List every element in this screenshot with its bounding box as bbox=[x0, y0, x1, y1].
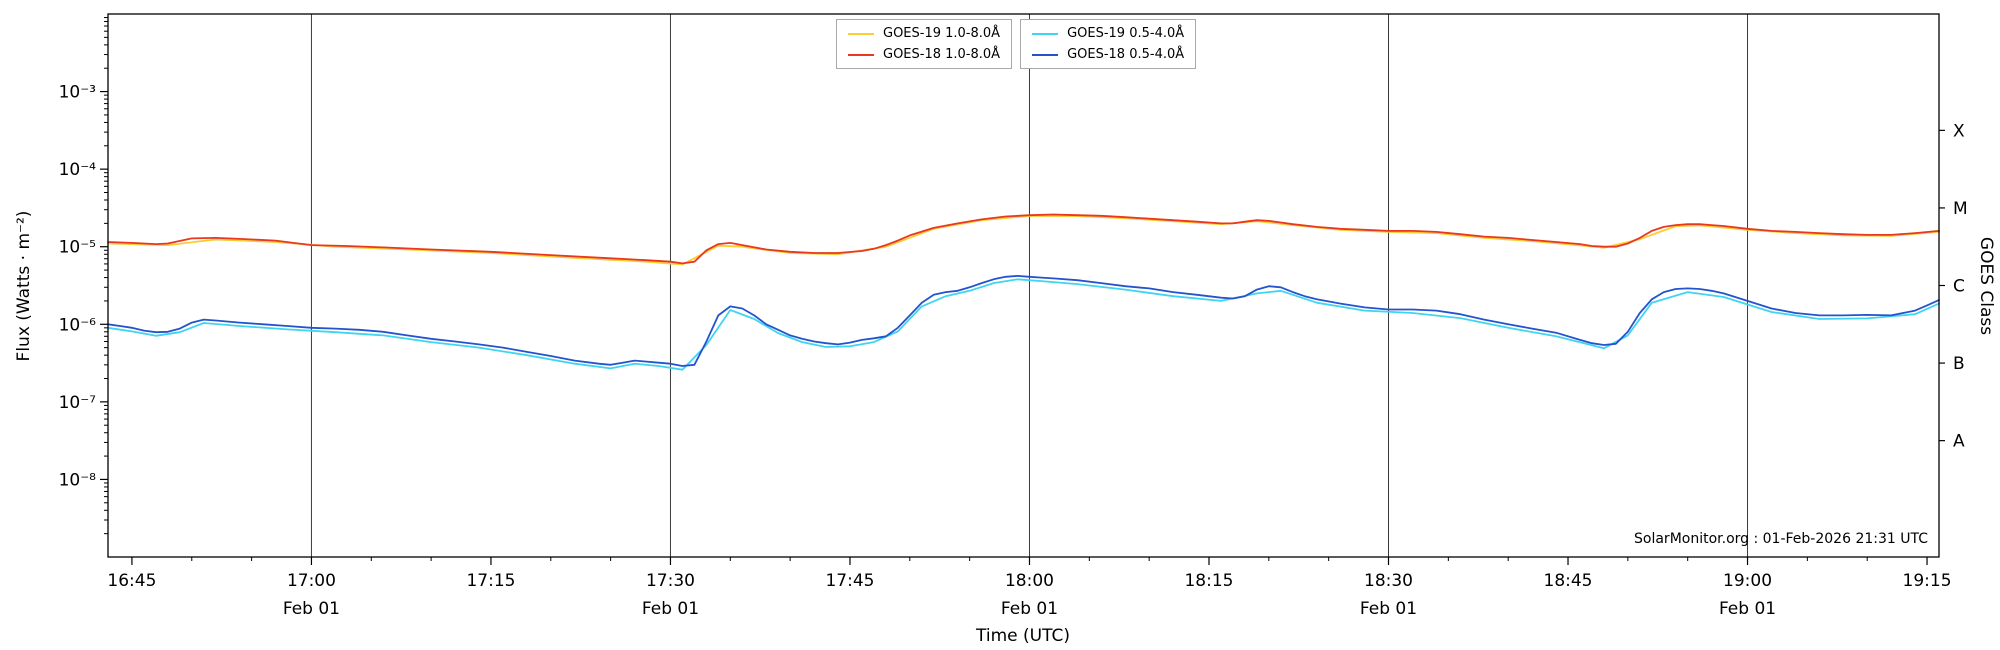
legend: GOES-19 1.0-8.0Å GOES-18 1.0-8.0Å GOES-19 … bbox=[836, 19, 1197, 69]
legend-label: GOES-18 1.0-8.0Å bbox=[883, 47, 1001, 62]
y-tick-label: 10⁻⁸ bbox=[59, 470, 97, 490]
series-line-GOES-18 1.0-8.0Å bbox=[107, 213, 1940, 265]
x-axis-label: Time (UTC) bbox=[976, 626, 1070, 646]
x-tick-label: 17:15 bbox=[466, 571, 515, 591]
x-tick-label: 19:15 bbox=[1903, 571, 1952, 591]
y-tick-label: 10⁻⁵ bbox=[59, 238, 96, 258]
legend-label: GOES-19 0.5-4.0Å bbox=[1067, 26, 1185, 41]
legend-line-swatch bbox=[848, 32, 874, 35]
y-axis-right-label: GOES Class bbox=[1976, 236, 1996, 336]
x-tick-label: 17:30 bbox=[646, 571, 695, 591]
x-tick-label: 17:45 bbox=[825, 571, 874, 591]
legend-label: GOES-18 0.5-4.0Å bbox=[1067, 47, 1185, 62]
legend-entry: GOES-19 0.5-4.0Å bbox=[1032, 26, 1184, 41]
x-tick-label: 18:00 bbox=[1005, 571, 1054, 591]
y-tick-label: 10⁻⁶ bbox=[59, 315, 97, 335]
goes-class-label: A bbox=[1953, 432, 1965, 452]
legend-box: GOES-19 1.0-8.0Å GOES-18 1.0-8.0Å bbox=[836, 19, 1013, 69]
x-tick-label: 19:00 bbox=[1723, 571, 1772, 591]
x-tick-date-label: Feb 01 bbox=[1719, 599, 1776, 619]
x-tick-label: 18:45 bbox=[1544, 571, 1593, 591]
legend-box: GOES-19 0.5-4.0Å GOES-18 0.5-4.0Å bbox=[1020, 19, 1197, 69]
x-tick-date-label: Feb 01 bbox=[642, 599, 699, 619]
x-tick-label: 18:30 bbox=[1364, 571, 1413, 591]
tick-marks bbox=[100, 17, 1945, 565]
legend-line-swatch bbox=[1032, 53, 1059, 56]
y-tick-label: 10⁻³ bbox=[59, 83, 96, 103]
goes-class-label: M bbox=[1953, 199, 1968, 219]
x-tick-label: 16:45 bbox=[107, 571, 156, 591]
watermark: SolarMonitor.org : 01-Feb-2026 21:31 UTC bbox=[1634, 531, 1928, 547]
legend-line-swatch bbox=[1032, 32, 1059, 35]
legend-entry: GOES-18 0.5-4.0Å bbox=[1032, 47, 1184, 62]
series-line-GOES-18 0.5-4.0Å bbox=[107, 275, 1940, 367]
y-tick-label: 10⁻⁴ bbox=[59, 160, 97, 180]
legend-line-swatch bbox=[848, 53, 874, 56]
y-tick-label: 10⁻⁷ bbox=[59, 393, 97, 413]
y-axis-label: Flux (Watts · m⁻²) bbox=[14, 210, 34, 362]
x-tick-label: 17:00 bbox=[287, 571, 336, 591]
goes-class-label: X bbox=[1953, 121, 1965, 141]
x-tick-date-label: Feb 01 bbox=[1360, 599, 1417, 619]
plot-frame bbox=[107, 13, 1940, 558]
x-tick-date-label: Feb 01 bbox=[1001, 599, 1058, 619]
x-tick-date-label: Feb 01 bbox=[283, 599, 340, 619]
x-tick-label: 18:15 bbox=[1184, 571, 1233, 591]
series-line-GOES-19 0.5-4.0Å bbox=[107, 278, 1940, 371]
goes-class-label: B bbox=[1953, 354, 1965, 374]
series-line-GOES-19 1.0-8.0Å bbox=[107, 214, 1940, 266]
legend-entry: GOES-18 1.0-8.0Å bbox=[848, 47, 1000, 62]
legend-label: GOES-19 1.0-8.0Å bbox=[883, 26, 1001, 41]
legend-entry: GOES-19 1.0-8.0Å bbox=[848, 26, 1000, 41]
goes-class-label: C bbox=[1953, 277, 1965, 297]
